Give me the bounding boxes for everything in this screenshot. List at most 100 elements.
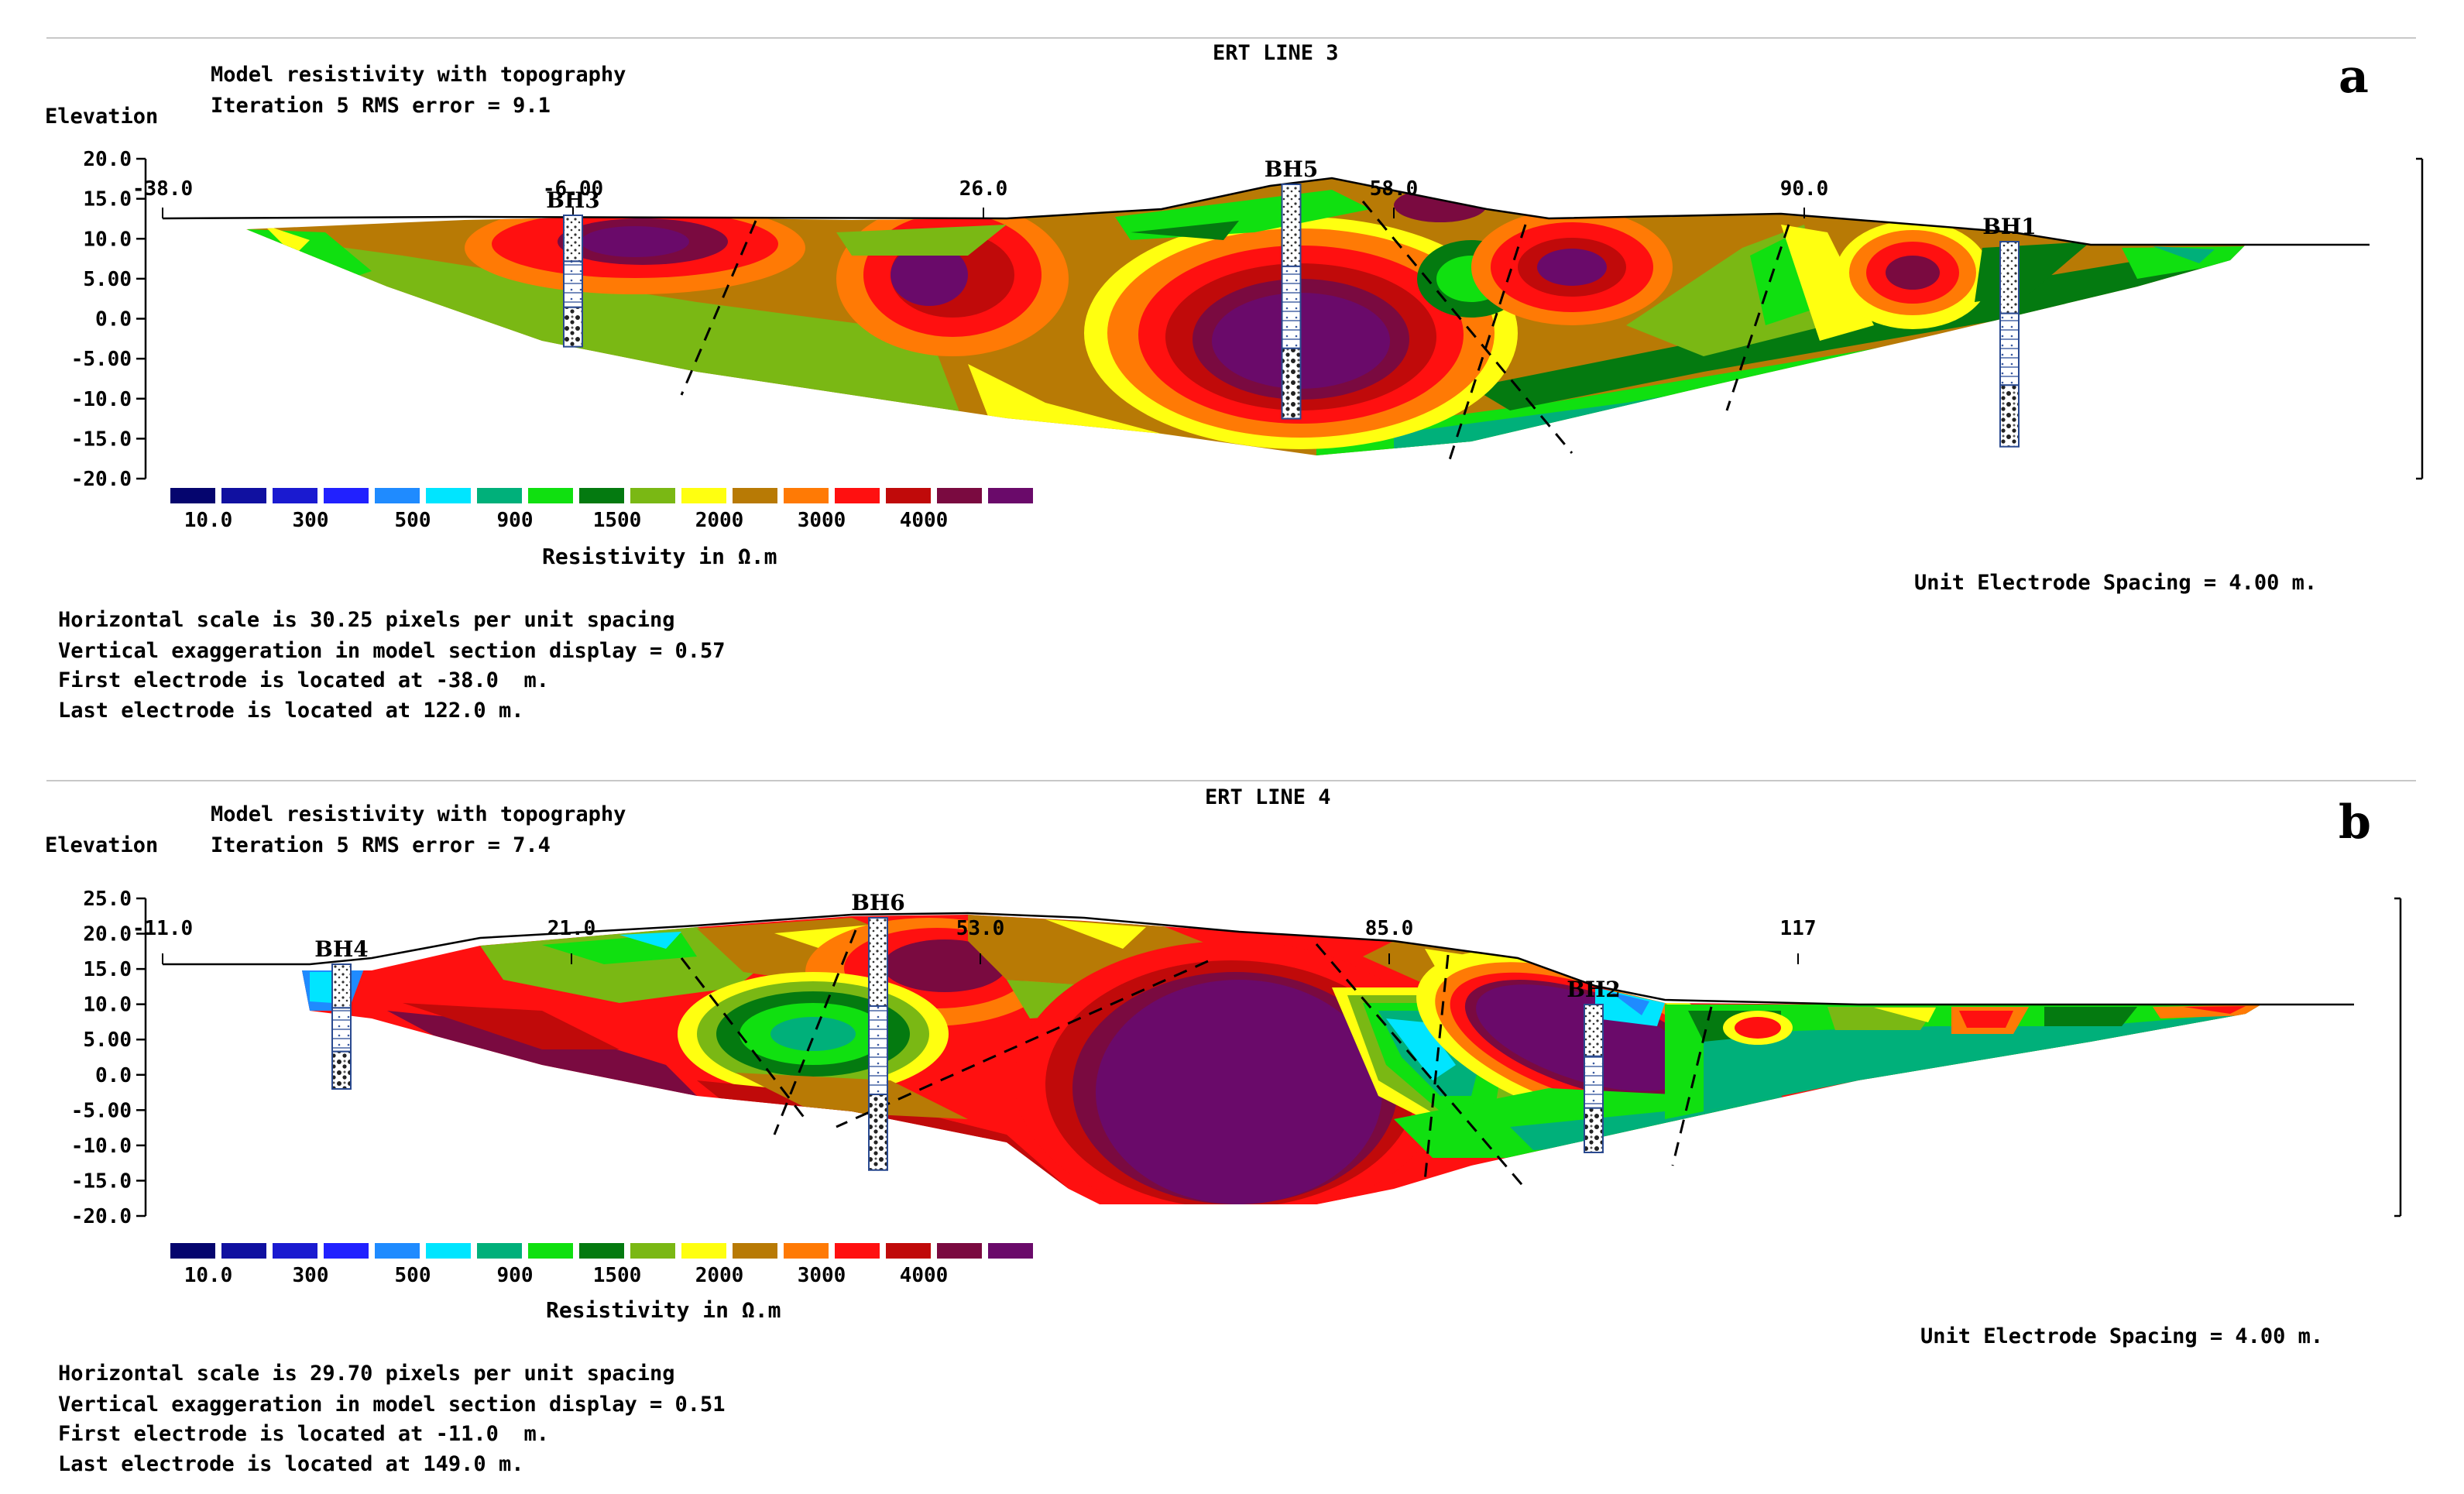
x-tick-label: 85.0	[1365, 917, 1414, 940]
x-tick-label: 26.0	[959, 177, 1008, 201]
y-tick-label: 5.00	[83, 1029, 132, 1052]
borehole-label: BH3	[546, 187, 600, 213]
info-line: Vertical exaggeration in model section d…	[58, 639, 726, 663]
colorbar-title: Resistivity in Ω.m	[542, 544, 777, 569]
colorbar-label: 900	[497, 509, 534, 532]
resistivity-section: 25.0 20.0 15.0 10.0 5.00 0.0 -5.00 -10.0 -15.0 -2…	[71, 888, 2402, 1323]
colorbar-label: 10.0	[184, 509, 233, 532]
y-axis-label: Elevation	[45, 833, 159, 857]
y-tick-label: 10.0	[83, 994, 132, 1017]
colorbar-swatch	[630, 1243, 675, 1259]
colorbar-label: 3000	[798, 509, 846, 532]
y-tick-label: 15.0	[83, 958, 132, 981]
colorbar-swatch	[170, 1243, 215, 1259]
colorbar-label: 1500	[593, 509, 642, 532]
colorbar-swatch	[988, 488, 1033, 503]
unit-spacing: Unit Electrode Spacing = 4.00 m.	[1914, 571, 2318, 595]
chart-title: ERT LINE 3	[1213, 41, 1339, 65]
resistivity-model-fill	[246, 178, 2246, 455]
x-tick-label: -6.00	[543, 177, 603, 201]
y-tick-label: 0.0	[95, 308, 132, 331]
y-tick-label: -10.0	[71, 1135, 132, 1158]
colorbar-swatch	[170, 488, 215, 503]
x-tick-label: 58.0	[1370, 177, 1419, 201]
colorbar-label: 500	[395, 1264, 431, 1287]
colorbar-swatch	[477, 488, 522, 503]
info-line: Last electrode is located at 122.0 m.	[58, 699, 524, 723]
colorbar-swatch	[886, 1243, 931, 1259]
colorbar-swatch	[528, 488, 573, 503]
borehole-label: BH5	[1265, 156, 1319, 182]
borehole-bh6: BH6	[851, 890, 905, 1171]
info-line: First electrode is located at -11.0 m.	[58, 1422, 549, 1446]
colorbar-swatch	[324, 1243, 369, 1259]
colorbar-swatch	[273, 1243, 317, 1259]
y-tick-label: 20.0	[83, 148, 132, 171]
colorbar-label: 500	[395, 509, 431, 532]
colorbar-label: 10.0	[184, 1264, 233, 1287]
colorbar-swatch	[835, 1243, 880, 1259]
y-tick-labels: 20.0 15.0 10.0 5.00 0.0 -5.00 -10.0 -15.0 -20.0	[71, 148, 146, 491]
borehole-label: BH2	[1567, 977, 1621, 1002]
borehole-bh3: BH3	[546, 187, 600, 348]
colorbar-title: Resistivity in Ω.m	[546, 1297, 781, 1323]
colorbar-swatch	[375, 488, 420, 503]
colorbar-swatch	[221, 1243, 266, 1259]
y-tick-label: 10.0	[83, 228, 132, 251]
y-tick-label: 20.0	[83, 923, 132, 946]
topography-line	[162, 177, 2370, 246]
colorbar-swatch	[579, 488, 624, 503]
colorbar-swatch	[733, 1243, 777, 1259]
subtitle-line: Model resistivity with topography	[211, 63, 626, 87]
borehole-bh2: BH2	[1567, 977, 1621, 1154]
y-tick-labels: 25.0 20.0 15.0 10.0 5.00 0.0 -5.00 -10.0 -15.0 -2…	[71, 888, 146, 1228]
y-axis-label: Elevation	[45, 105, 159, 129]
fault-lines	[680, 929, 1713, 1190]
colorbar-swatch	[937, 1243, 982, 1259]
colorbar-swatch	[375, 1243, 420, 1259]
y-tick-label: -20.0	[71, 1205, 132, 1228]
colorbar-swatch	[324, 488, 369, 503]
colorbar-swatch	[630, 488, 675, 503]
y-tick-label: -10.0	[71, 388, 132, 411]
info-line: First electrode is located at -38.0 m.	[58, 668, 549, 692]
y-tick-label: -15.0	[71, 428, 132, 451]
resistivity-section: 20.015.010.05.000.0-5.00-10.0-15.0-20.0 …	[71, 148, 2424, 569]
info-line: Horizontal scale is 30.25 pixels per uni…	[58, 608, 675, 632]
resistivity-model-fill	[302, 915, 2261, 1204]
x-tick-label: 117	[1780, 917, 1817, 940]
y-tick-label: -5.00	[71, 1099, 132, 1122]
ert-line-3-panel: ERT LINE 3 Model resistivity with topogr…	[45, 37, 2424, 723]
colorbar: 10.0 300 500 900 1500 2000 3000 4000	[170, 1243, 1033, 1287]
colorbar-swatch	[835, 488, 880, 503]
borehole-bh5: BH5	[1265, 156, 1319, 420]
colorbar-swatch	[784, 1243, 829, 1259]
subtitle-line: Model resistivity with topography	[211, 802, 626, 826]
colorbar-swatch	[477, 1243, 522, 1259]
colorbar-swatch	[733, 488, 777, 503]
colorbar: 10.0 300 500 900 1500 2000 3000 4000	[170, 488, 1033, 532]
colorbar-swatch	[886, 488, 931, 503]
top-divider	[46, 780, 2416, 781]
top-divider	[46, 37, 2416, 39]
topography-line	[163, 912, 2354, 1006]
colorbar-swatch	[528, 1243, 573, 1259]
y-tick-label: 0.0	[95, 1064, 132, 1087]
borehole-bh4: BH4	[314, 936, 369, 1090]
x-tick-labels: -11.0 21.0 53.0 85.0 117	[132, 917, 1817, 964]
info-line: Last electrode is located at 149.0 m.	[58, 1452, 524, 1476]
colorbar-swatch	[988, 1243, 1033, 1259]
x-tick-label: 53.0	[956, 917, 1005, 940]
subtitle-line: Iteration 5 RMS error = 7.4	[211, 833, 551, 857]
y-tick-label: 5.00	[83, 268, 132, 291]
subtitle-line: Iteration 5 RMS error = 9.1	[211, 94, 551, 118]
x-tick-label: 90.0	[1780, 177, 1829, 201]
colorbar-swatch	[681, 488, 726, 503]
colorbar-swatch	[784, 488, 829, 503]
x-tick-label: -38.0	[132, 177, 193, 201]
colorbar-label: 2000	[695, 509, 744, 532]
borehole-bh1: BH1	[1982, 214, 2037, 448]
colorbar-swatch	[579, 1243, 624, 1259]
x-tick-label: -11.0	[132, 917, 193, 940]
colorbar-swatch	[273, 488, 317, 503]
